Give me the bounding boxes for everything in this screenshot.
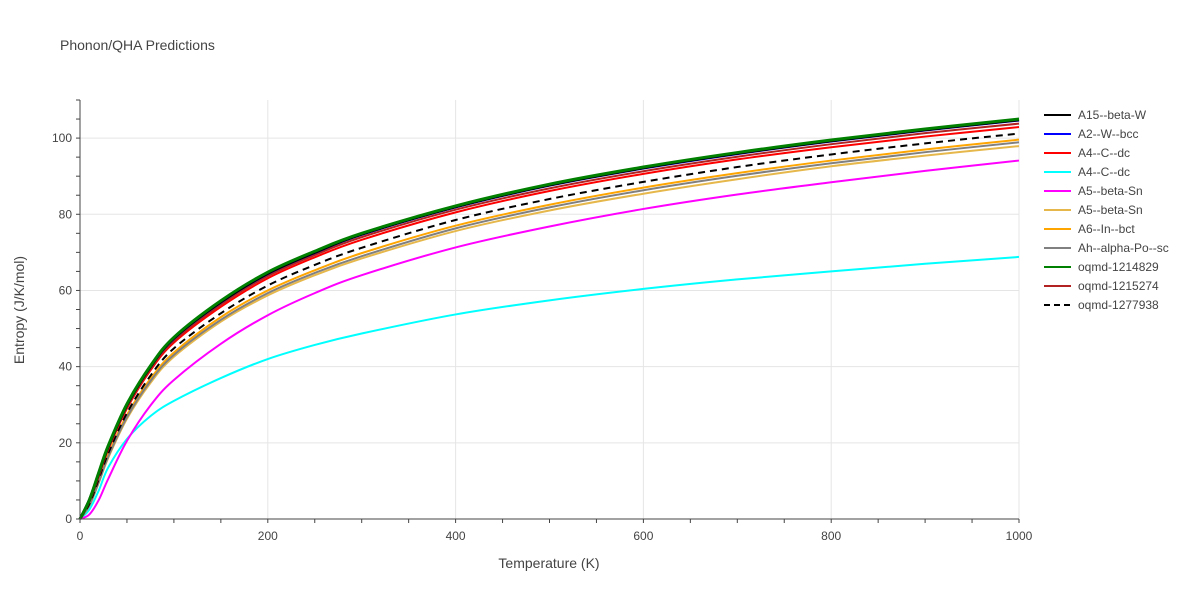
x-axis-title: Temperature (K) <box>498 555 599 571</box>
legend-item[interactable]: A4--C--dc <box>1044 146 1130 160</box>
series-line-oqmd-1277938 <box>79 132 1020 520</box>
legend-label: Ah--alpha-Po--sc <box>1078 241 1169 255</box>
legend-label: A6--In--bct <box>1078 222 1135 236</box>
legend[interactable]: A15--beta-W A2--W--bcc A4--C--dc A4--C--dc A… <box>1044 108 1169 312</box>
series-line-a4-c-dc <box>79 255 1020 520</box>
legend-item[interactable]: oqmd-1214829 <box>1044 260 1159 274</box>
y-tick-label: 40 <box>59 360 73 374</box>
legend-item[interactable]: A4--C--dc <box>1044 165 1130 179</box>
legend-label: A4--C--dc <box>1078 146 1130 160</box>
x-tick-label: 600 <box>633 529 653 543</box>
y-axis-title: Entropy (J/K/mol) <box>11 256 27 364</box>
legend-label: oqmd-1214829 <box>1078 260 1159 274</box>
y-tick-label: 100 <box>52 131 72 145</box>
x-tick-label: 0 <box>77 529 84 543</box>
legend-item[interactable]: oqmd-1277938 <box>1044 298 1159 312</box>
y-tick-label: 20 <box>59 436 73 450</box>
chart-title: Phonon/QHA Predictions <box>60 37 215 53</box>
x-tick-label: 1000 <box>1006 529 1033 543</box>
legend-item[interactable]: A15--beta-W <box>1044 108 1147 122</box>
x-tick-label: 200 <box>258 529 278 543</box>
legend-item[interactable]: Ah--alpha-Po--sc <box>1044 241 1169 255</box>
y-tick-label: 80 <box>59 207 73 221</box>
x-tick-label: 800 <box>821 529 841 543</box>
legend-item[interactable]: oqmd-1215274 <box>1044 279 1159 293</box>
x-tick-label: 400 <box>446 529 466 543</box>
legend-label: A15--beta-W <box>1078 108 1147 122</box>
axes: 0 200 400 600 800 1000 0 20 40 60 80 100 <box>52 99 1033 543</box>
legend-label: A5--beta-Sn <box>1078 203 1143 217</box>
series-line-a5-beta-sn <box>79 159 1020 520</box>
series-line-ah-alpha-po-sc <box>79 141 1020 520</box>
legend-item[interactable]: A6--In--bct <box>1044 222 1135 236</box>
legend-item[interactable]: A2--W--bcc <box>1044 127 1138 141</box>
legend-item[interactable]: A5--beta-Sn <box>1044 203 1143 217</box>
legend-label: A4--C--dc <box>1078 165 1130 179</box>
series-line-oqmd-1214829 <box>78 117 1020 520</box>
legend-label: oqmd-1277938 <box>1078 298 1159 312</box>
legend-label: A2--W--bcc <box>1078 127 1138 141</box>
y-tick-label: 60 <box>59 283 73 297</box>
y-tick-label: 0 <box>65 512 72 526</box>
legend-label: A5--beta-Sn <box>1078 184 1143 198</box>
series-lines <box>78 117 1020 520</box>
legend-label: oqmd-1215274 <box>1078 279 1159 293</box>
legend-item[interactable]: A5--beta-Sn <box>1044 184 1143 198</box>
